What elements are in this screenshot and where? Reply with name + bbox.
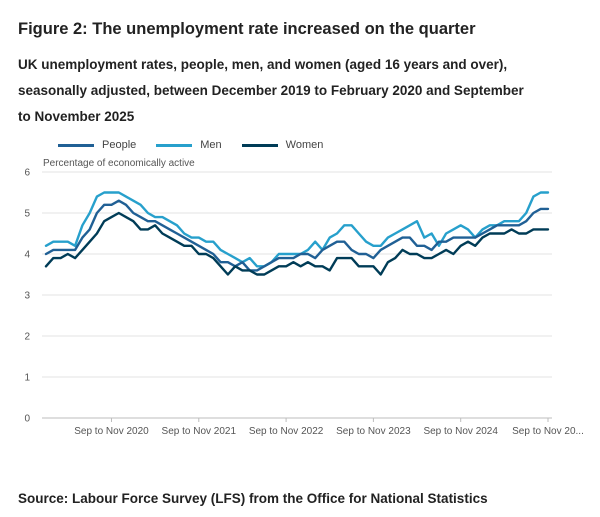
y-tick-label: 2 xyxy=(24,332,30,343)
y-tick-label: 6 xyxy=(24,168,30,179)
y-tick-label: 3 xyxy=(24,291,30,302)
legend-label-women: Women xyxy=(285,139,324,151)
chart-legend: People Men Women xyxy=(58,139,343,151)
legend-swatch-men xyxy=(156,143,193,147)
x-tick-label: Sep to Nov 2023 xyxy=(336,426,411,437)
legend-swatch-people xyxy=(58,143,94,147)
legend-swatch-women xyxy=(241,143,278,147)
legend-item-women: Women xyxy=(241,139,324,151)
x-tick-label: Sep to Nov 2024 xyxy=(423,426,498,437)
x-tick-label: Sep to Nov 2021 xyxy=(162,426,237,437)
legend-item-people: People xyxy=(58,139,136,151)
y-axis-label: Percentage of economically active xyxy=(43,158,195,169)
series-line-people xyxy=(44,199,550,272)
x-tick-label: Sep to Nov 2022 xyxy=(249,426,324,437)
series-line-men xyxy=(44,191,550,268)
source-note: Source: Labour Force Survey (LFS) from t… xyxy=(18,491,488,506)
x-tick-label: Sep to Nov 20... xyxy=(512,426,584,437)
legend-label-people: People xyxy=(102,139,137,151)
y-tick-label: 4 xyxy=(24,250,30,261)
figure-title: Figure 2: The unemployment rate increase… xyxy=(18,20,476,38)
y-tick-label: 5 xyxy=(24,209,30,220)
series-line-women xyxy=(44,211,550,276)
y-tick-label: 0 xyxy=(24,414,30,425)
figure-subtitle: UK unemployment rates, people, men, and … xyxy=(18,57,524,124)
legend-label-men: Men xyxy=(200,139,222,151)
x-tick-label: Sep to Nov 2020 xyxy=(74,426,149,437)
y-tick-label: 1 xyxy=(24,373,30,384)
legend-item-men: Men xyxy=(156,139,222,151)
line-chart: 0 1 2 3 4 5 6 Sep to Nov 2020 Sep to Nov 2021 Sep… xyxy=(24,168,584,438)
